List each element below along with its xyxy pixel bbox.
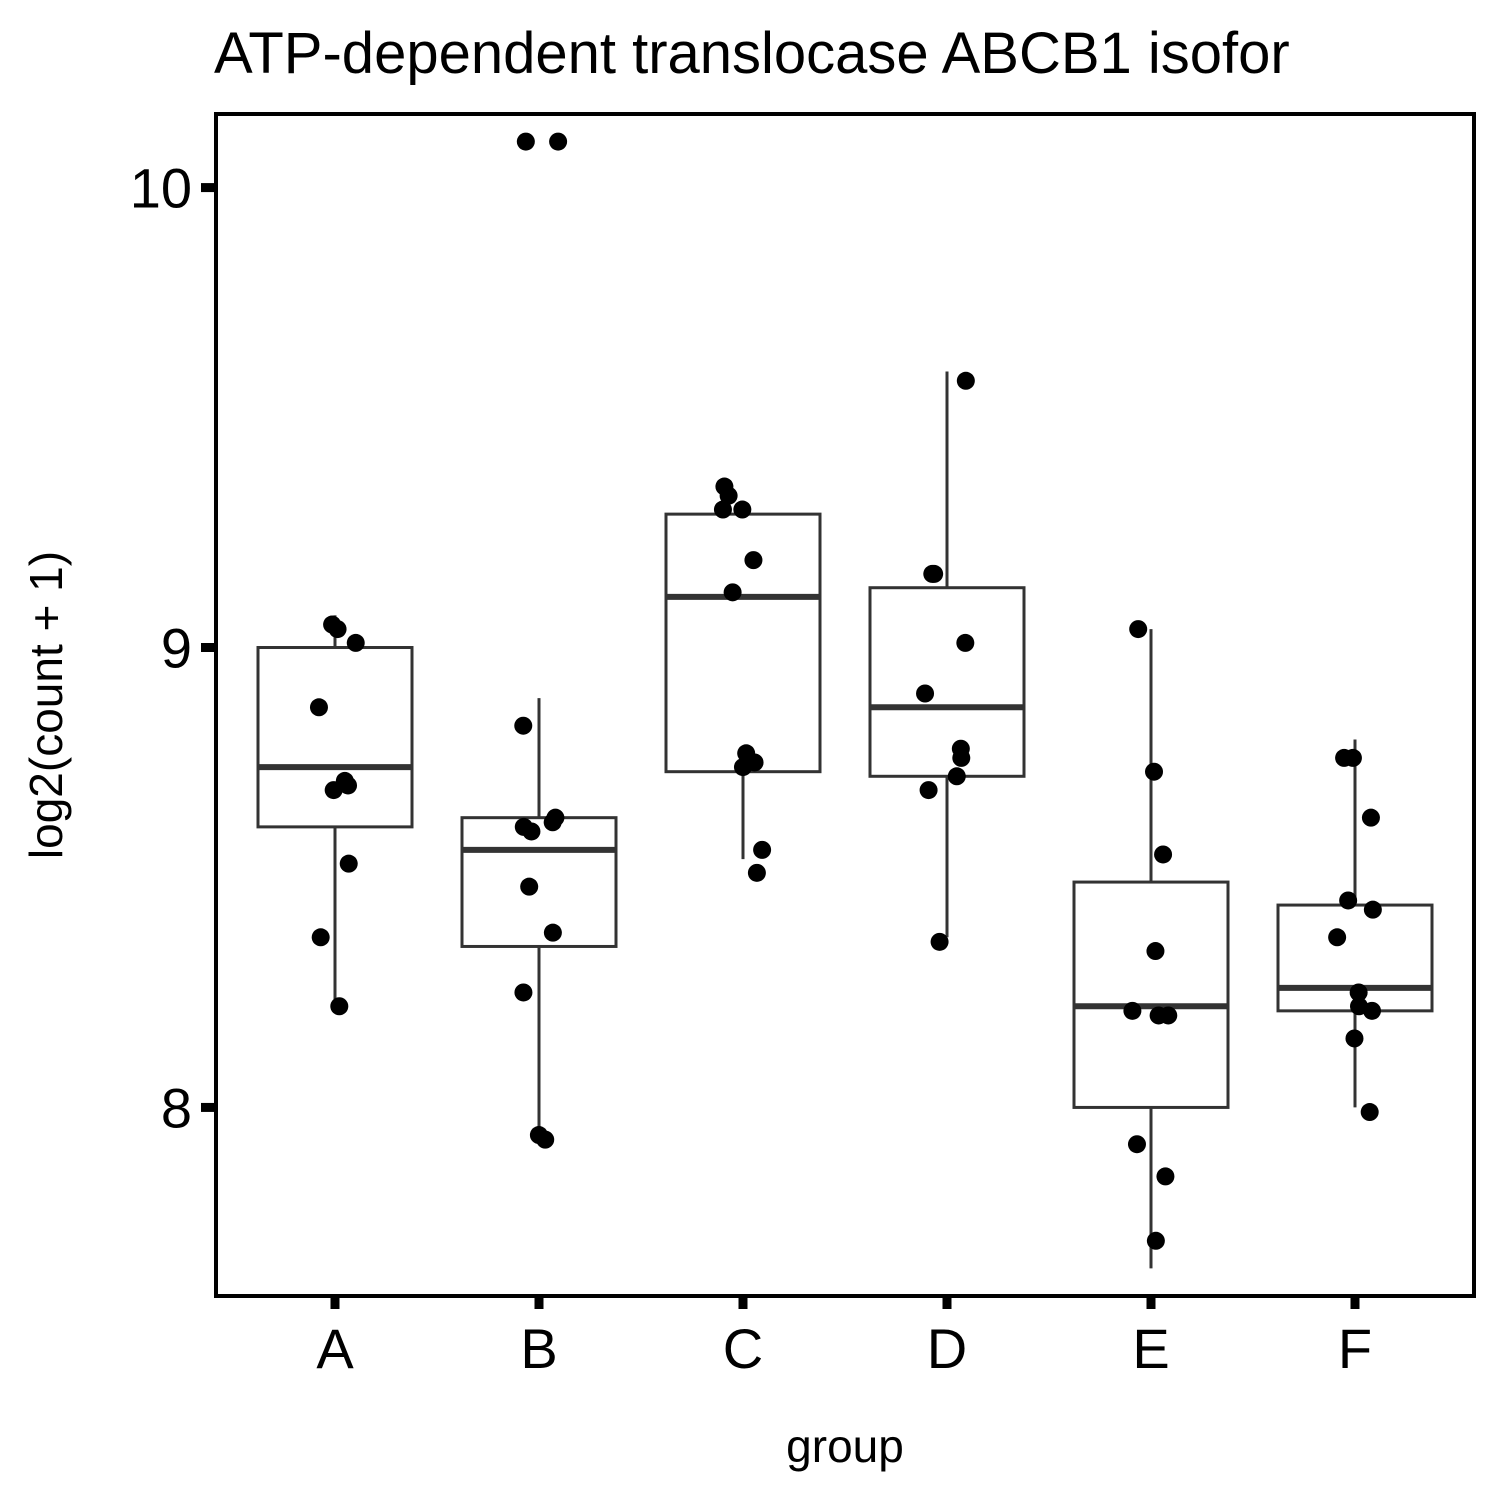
data-point xyxy=(916,684,935,703)
data-point xyxy=(1339,891,1358,910)
iqr-box xyxy=(868,586,1026,778)
x-tick-label: A xyxy=(316,1317,354,1380)
data-point xyxy=(1349,983,1368,1002)
x-tick-label: C xyxy=(723,1317,763,1380)
iqr-box xyxy=(256,646,414,829)
data-point xyxy=(514,817,533,836)
data-point xyxy=(919,781,938,800)
data-point xyxy=(543,813,562,832)
data-point xyxy=(713,500,732,519)
points-group-b xyxy=(514,132,568,1149)
data-point xyxy=(324,781,343,800)
x-tick-label: B xyxy=(520,1317,557,1380)
x-tick-label: E xyxy=(1132,1317,1169,1380)
x-tick-label: F xyxy=(1338,1317,1372,1380)
data-point xyxy=(744,551,763,570)
data-point xyxy=(346,633,365,652)
points-group-f xyxy=(1328,748,1382,1122)
data-point xyxy=(952,748,971,767)
data-point xyxy=(1156,1167,1175,1186)
plot-area xyxy=(256,132,1434,1269)
box-group-c xyxy=(664,504,822,860)
data-point xyxy=(1145,762,1164,781)
data-point xyxy=(520,877,539,896)
box-group-a xyxy=(256,615,414,1002)
data-point xyxy=(339,776,358,795)
data-point xyxy=(723,583,742,602)
data-point xyxy=(733,500,752,519)
data-point xyxy=(549,132,568,151)
iqr-box xyxy=(460,816,618,948)
data-point xyxy=(947,767,966,786)
data-point xyxy=(930,932,949,951)
data-point xyxy=(514,983,533,1002)
data-point xyxy=(1363,900,1382,919)
data-point xyxy=(753,840,772,859)
iqr-box xyxy=(1072,880,1230,1109)
data-point xyxy=(956,633,975,652)
data-point xyxy=(309,698,328,717)
points-group-e xyxy=(1123,620,1178,1250)
chart-title: ATP-dependent translocase ABCB1 isofor xyxy=(214,21,1290,86)
data-point xyxy=(1361,808,1380,827)
x-tick-label: D xyxy=(927,1317,967,1380)
y-tick-label: 8 xyxy=(161,1076,192,1139)
data-point xyxy=(516,132,535,151)
data-point xyxy=(1123,1001,1142,1020)
iqr-box xyxy=(664,512,822,774)
y-axis-title: log2(count + 1) xyxy=(20,551,72,859)
box-group-d xyxy=(868,371,1026,938)
data-point xyxy=(925,564,944,583)
data-point xyxy=(1146,1231,1165,1250)
data-point xyxy=(1129,620,1148,639)
data-point xyxy=(514,716,533,735)
data-point xyxy=(719,486,738,505)
data-point xyxy=(1343,748,1362,767)
y-tick-label: 10 xyxy=(130,157,192,220)
data-point xyxy=(1127,1135,1146,1154)
data-point xyxy=(536,1130,555,1149)
x-axis-title: group xyxy=(786,1420,904,1472)
data-point xyxy=(1149,1006,1168,1025)
box-group-b xyxy=(460,698,618,1140)
data-point xyxy=(311,928,330,947)
y-tick-label: 9 xyxy=(161,617,192,680)
data-point xyxy=(323,615,342,634)
data-point xyxy=(956,371,975,390)
data-point xyxy=(1328,928,1347,947)
data-point xyxy=(543,923,562,942)
data-point xyxy=(1360,1103,1379,1122)
data-point xyxy=(747,863,766,882)
box-group-f xyxy=(1276,739,1434,1108)
points-group-a xyxy=(309,615,365,1016)
points-group-d xyxy=(916,371,975,951)
points-group-c xyxy=(713,477,772,882)
data-point xyxy=(745,753,764,772)
data-point xyxy=(330,997,349,1016)
data-point xyxy=(1345,1029,1364,1048)
data-point xyxy=(1350,997,1369,1016)
data-point xyxy=(1146,942,1165,961)
data-point xyxy=(339,854,358,873)
panel-border xyxy=(214,112,1476,1298)
data-point xyxy=(1154,845,1173,864)
axes: A B C D E F 8 9 10 xyxy=(130,157,1372,1380)
